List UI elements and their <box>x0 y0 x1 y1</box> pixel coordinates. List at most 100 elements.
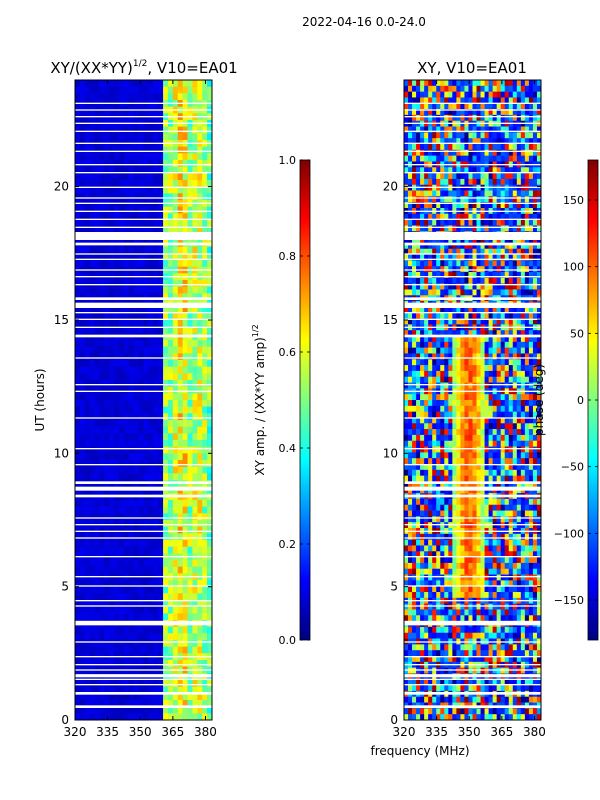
data-gap-row <box>404 172 541 174</box>
data-gap-row <box>404 448 541 450</box>
data-gap-row <box>75 656 212 658</box>
data-gap-row <box>404 357 541 359</box>
data-gap-row <box>75 334 212 338</box>
data-gap-row <box>404 664 541 666</box>
colorbar-tick-label: −50 <box>561 461 584 474</box>
data-gap-row <box>404 576 541 578</box>
data-gap-row <box>404 210 541 212</box>
y-tick-label: 10 <box>383 446 398 460</box>
data-gap-row <box>404 122 541 124</box>
data-gap-row <box>404 517 541 519</box>
data-gap-row <box>75 218 212 220</box>
x-tick-label: 380 <box>194 725 217 739</box>
data-gap-row <box>75 620 212 626</box>
y-tick-label: 15 <box>383 313 398 327</box>
data-gap-row <box>404 312 541 314</box>
data-gap-row <box>404 297 541 300</box>
data-gap-row <box>75 664 212 666</box>
data-gap-row <box>404 464 541 466</box>
data-gap-row <box>75 102 212 104</box>
colorbar-tick-label: 0.8 <box>279 250 297 263</box>
colorbar-tick-label: 0 <box>577 394 584 407</box>
amplitude-y-ticks: 0 5 10 15 20 <box>54 180 212 727</box>
amplitude-ratio-panel: XY/(XX*YY)1/2, V10=EA01 320 335 350 365 380 … <box>33 59 238 739</box>
data-gap-row <box>404 130 541 132</box>
data-gap-row <box>75 481 212 484</box>
data-gap-row <box>75 705 212 708</box>
data-gap-row <box>404 150 541 152</box>
amplitude-y-axis-label: UT (hours) <box>33 368 47 431</box>
phase-y-ticks: 0 5 10 15 20 <box>383 180 541 727</box>
data-gap-row <box>404 186 541 188</box>
data-gap-row <box>75 494 212 498</box>
data-gap-row <box>75 537 212 539</box>
data-gap-row <box>404 302 541 308</box>
data-gap-row <box>404 481 541 484</box>
data-gap-row <box>404 537 541 539</box>
colorbar-tick-label: 0.2 <box>279 538 297 551</box>
data-gap-row <box>75 312 212 314</box>
data-gap-row <box>75 130 212 132</box>
data-gap-row <box>75 326 212 328</box>
data-gap-row <box>404 669 541 671</box>
y-tick-label: 20 <box>54 180 69 194</box>
data-gap-row <box>75 297 212 300</box>
phase-colorbar: −150 −100 −50 0 50 100 150 phase (deg) <box>532 159 599 641</box>
data-gap-row <box>75 172 212 174</box>
data-gap-row <box>404 674 541 678</box>
data-gap-row <box>404 164 541 166</box>
y-tick-label: 5 <box>61 580 69 594</box>
amplitude-colorbar-strip <box>299 159 311 641</box>
data-gap-row <box>75 357 212 359</box>
x-axis-label: frequency (MHz) <box>370 744 469 758</box>
y-tick-label: 0 <box>390 713 398 727</box>
data-gap-row <box>404 284 541 286</box>
data-gap-row <box>404 197 541 199</box>
data-gap-row <box>75 417 212 419</box>
colorbar-tick-label: 0.4 <box>279 442 297 455</box>
amplitude-panel-title: XY/(XX*YY)1/2, V10=EA01 <box>50 59 237 77</box>
colorbar-tick-label: −150 <box>554 594 584 607</box>
data-gap-row <box>404 253 541 255</box>
phase-panel-title: XY, V10=EA01 <box>417 59 527 77</box>
data-gap-row <box>75 641 212 643</box>
x-tick-label: 365 <box>490 725 513 739</box>
data-gap-row <box>75 116 212 118</box>
figure-suptitle: 2022-04-16 0.0-24.0 <box>302 15 426 29</box>
data-gap-row <box>75 585 212 587</box>
data-gap-row <box>75 276 212 278</box>
colorbar-tick-label: 0.0 <box>279 634 297 647</box>
x-tick-label: 335 <box>425 725 448 739</box>
data-gap-row <box>404 656 541 658</box>
data-gap-row <box>404 486 541 491</box>
data-gap-row <box>75 302 212 308</box>
x-tick-label: 365 <box>161 725 184 739</box>
data-gap-row <box>404 116 541 118</box>
data-gap-row <box>404 494 541 498</box>
data-gap-row <box>75 530 212 532</box>
data-gap-row <box>404 524 541 526</box>
data-gap-row <box>404 384 541 386</box>
y-tick-label: 5 <box>390 580 398 594</box>
x-tick-label: 320 <box>64 725 87 739</box>
data-gap-row <box>404 276 541 278</box>
colorbar-tick-label: 50 <box>570 327 584 340</box>
phase-axes-frame <box>403 79 542 721</box>
data-gap-row <box>75 122 212 124</box>
data-gap-row <box>75 448 212 450</box>
data-gap-row <box>404 102 541 104</box>
data-gap-row <box>404 678 541 680</box>
colorbar-tick-label: 0.6 <box>279 346 297 359</box>
data-gap-row <box>404 620 541 626</box>
x-tick-label: 320 <box>393 725 416 739</box>
data-gap-row <box>75 486 212 491</box>
data-gap-row <box>404 556 541 558</box>
data-gap-row <box>404 585 541 587</box>
data-gap-row <box>75 142 212 144</box>
data-gap-row <box>75 284 212 286</box>
data-gap-row <box>404 417 541 419</box>
data-gap-row <box>404 600 541 602</box>
amplitude-colorbar: 0.0 0.2 0.4 0.6 0.8 1.0 XY amp. / (XX*YY amp)… <box>251 154 311 647</box>
data-gap-row <box>404 226 541 228</box>
